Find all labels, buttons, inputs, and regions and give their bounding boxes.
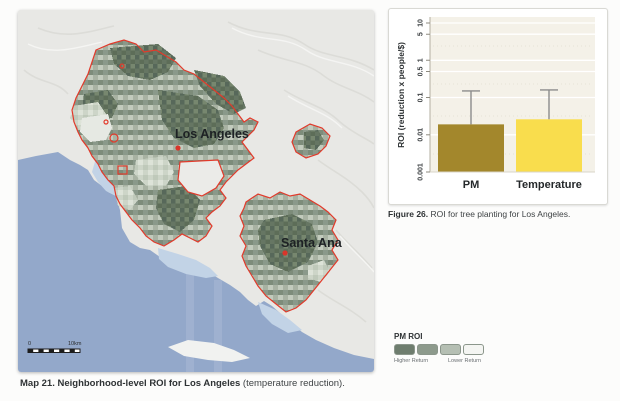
ytick-5: 5	[418, 32, 425, 36]
ocean-streaks	[186, 272, 222, 372]
ocean	[18, 152, 374, 372]
roi-bar-chart: 0.001 0.01 0.1 0.5 1 5 10 ROI (reduction…	[388, 8, 608, 205]
scale-bar-segments	[28, 349, 75, 353]
scale-max-label: 10km	[68, 341, 82, 347]
los-angeles-label: Los Angeles	[175, 127, 249, 141]
legend-swatch-dark	[417, 344, 438, 355]
ytick-01: 0.1	[418, 93, 425, 103]
chart-canvas: 0.001 0.01 0.1 0.5 1 5 10 ROI (reduction…	[396, 17, 595, 191]
roi-boundaries	[71, 39, 339, 313]
santa-ana-label: Santa Ana	[281, 236, 343, 250]
pm-roi-legend: PM ROI Higher Return Lower Return	[394, 332, 514, 368]
legend-swatch-lightest	[463, 344, 484, 355]
legend-swatch-light	[440, 344, 461, 355]
hill-highlights	[27, 27, 374, 273]
x-label-temperature: Temperature	[516, 179, 582, 191]
legend-swatch-darkest	[394, 344, 415, 355]
map-caption-number: Map 21. Neighborhood-level ROI for Los A…	[20, 378, 241, 389]
legend-title: PM ROI	[394, 332, 423, 341]
scale-bar: 0 10km	[27, 341, 82, 353]
legend-lower-label: Lower Return	[448, 358, 482, 364]
x-label-pm: PM	[463, 179, 480, 191]
figure-caption-number: Figure 26.	[388, 209, 429, 219]
y-tick-labels: 0.001 0.01 0.1 0.5 1 5 10	[418, 19, 425, 181]
y-axis-ticks	[426, 22, 430, 173]
error-bars	[462, 89, 558, 125]
map-caption: Map 21. Neighborhood-level ROI for Los A…	[20, 378, 380, 390]
ytick-05: 0.5	[418, 67, 425, 77]
y-axis-title: ROI (reduction x people/$)	[396, 42, 406, 148]
la-roi-map: Los Angeles Santa Ana 0 10km	[18, 10, 374, 372]
ytick-0001: 0.001	[418, 163, 425, 181]
los-angeles-marker	[175, 145, 181, 151]
figure-caption-text: ROI for tree planting for Los Angeles.	[428, 209, 571, 219]
ytick-1: 1	[418, 58, 425, 62]
hill-ridges	[23, 21, 374, 323]
santa-ana-marker	[282, 250, 288, 256]
ytick-10: 10	[418, 19, 425, 27]
roi-raster-east	[292, 124, 330, 158]
map-canvas: Los Angeles Santa Ana 0 10km	[18, 10, 374, 372]
scale-zero-label: 0	[28, 341, 31, 347]
roi-raster-oc	[240, 192, 338, 312]
legend-swatches	[394, 344, 514, 355]
bar-pm	[438, 124, 504, 172]
island	[168, 340, 250, 362]
bar-temperature	[516, 119, 582, 172]
ytick-001: 0.01	[418, 128, 425, 142]
legend-higher-label: Higher Return	[394, 358, 429, 364]
minor-grid-dots	[433, 45, 593, 155]
figure-caption: Figure 26. ROI for tree planting for Los…	[388, 209, 614, 220]
map-caption-text: (temperature reduction).	[240, 378, 345, 389]
